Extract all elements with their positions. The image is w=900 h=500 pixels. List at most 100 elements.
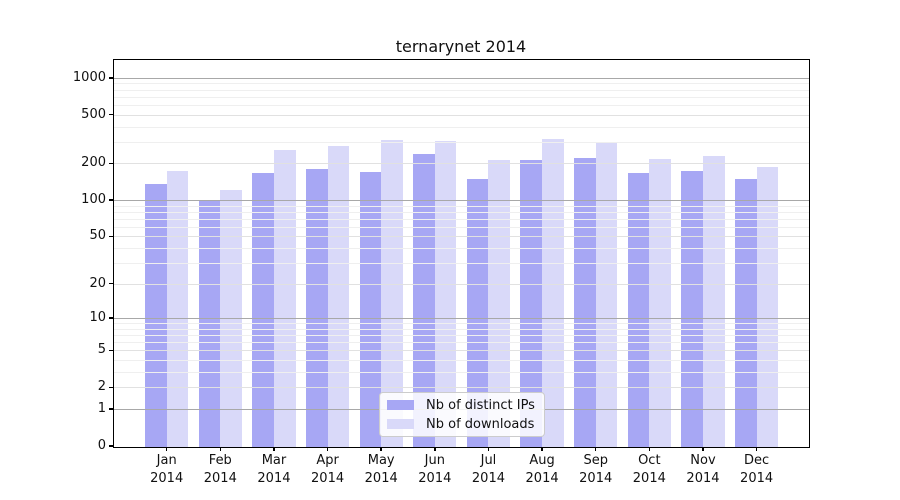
bar-downloads-jun <box>434 141 457 447</box>
bar-distinct-ips-apr <box>305 168 328 447</box>
gridline-3 <box>114 372 809 374</box>
bar-downloads-nov <box>702 156 725 447</box>
bar-distinct-ips-dec <box>734 179 757 447</box>
bar-downloads-mar <box>273 150 296 447</box>
x-tick-year: 2014 <box>364 471 398 486</box>
x-tick-mark-dec <box>755 447 758 451</box>
y-tick-label-500: 500 <box>81 106 106 122</box>
gridline-70 <box>114 218 809 220</box>
gridline-1000 <box>114 77 809 79</box>
legend-item-distinct-ips: Nb of distinct IPs <box>387 398 544 413</box>
bar-downloads-jul <box>488 160 511 447</box>
bar-distinct-ips-nov <box>681 171 703 447</box>
x-tick-year: 2014 <box>311 471 345 486</box>
x-tick-label-jan: Jan 2014 <box>135 452 199 488</box>
y-tick-label-200: 200 <box>81 155 106 171</box>
y-tick-mark-5 <box>109 349 114 352</box>
y-tick-mark-2 <box>109 386 114 389</box>
y-tick-label-5: 5 <box>97 342 106 358</box>
x-tick-month: Oct <box>638 453 661 468</box>
x-tick-year: 2014 <box>418 471 452 486</box>
bar-distinct-ips-sep <box>574 157 596 447</box>
bar-downloads-oct <box>649 159 671 447</box>
gridline-9 <box>114 323 809 325</box>
y-tick-label-1: 1 <box>97 401 106 417</box>
x-tick-year: 2014 <box>203 471 237 486</box>
legend-swatch-downloads <box>387 419 414 429</box>
gridline-600 <box>114 104 809 106</box>
legend: Nb of distinct IPs Nb of downloads <box>379 392 545 437</box>
x-tick-month: Jul <box>480 453 497 468</box>
x-tick-year: 2014 <box>632 471 666 486</box>
y-tick-mark-50 <box>109 235 114 238</box>
legend-swatch-distinct-ips <box>387 400 414 410</box>
x-tick-mark-mar <box>273 447 275 451</box>
chart-title: ternarynet 2014 <box>395 37 527 56</box>
x-tick-mark-jul <box>487 447 490 451</box>
bar-downloads-may <box>381 139 403 447</box>
legend-item-downloads: Nb of downloads <box>387 417 544 432</box>
bar-distinct-ips-mar <box>252 172 274 447</box>
gridline-700 <box>114 96 809 98</box>
gridline-50 <box>114 236 809 238</box>
bar-downloads-jan <box>166 170 189 447</box>
x-tick-year: 2014 <box>257 471 291 486</box>
y-tick-mark-1 <box>109 408 114 410</box>
bar-downloads-apr <box>327 146 350 447</box>
bar-distinct-ips-aug <box>520 160 543 447</box>
x-tick-year: 2014 <box>740 471 774 486</box>
x-tick-month: Dec <box>744 453 770 468</box>
x-tick-label-may: May 2014 <box>349 452 413 488</box>
bar-downloads-aug <box>542 139 564 447</box>
x-tick-year: 2014 <box>525 471 559 486</box>
y-tick-mark-10 <box>109 317 114 319</box>
x-tick-label-jun: Jun 2014 <box>403 452 467 488</box>
bar-distinct-ips-jan <box>145 184 167 447</box>
y-tick-mark-1000 <box>109 77 114 79</box>
legend-label-distinct-ips: Nb of distinct IPs <box>426 397 535 413</box>
x-tick-month: Jun <box>424 453 445 468</box>
x-tick-label-nov: Nov 2014 <box>671 452 735 488</box>
x-tick-mark-sep <box>594 447 597 451</box>
y-tick-mark-20 <box>109 282 114 285</box>
gridline-5 <box>114 350 809 352</box>
x-tick-month: Aug <box>529 453 555 468</box>
y-tick-label-100: 100 <box>81 192 106 207</box>
bar-downloads-dec <box>756 166 779 447</box>
y-tick-mark-500 <box>109 113 114 116</box>
x-tick-label-sep: Sep 2014 <box>564 452 628 488</box>
gridline-4 <box>114 360 809 362</box>
bar-distinct-ips-oct <box>627 172 650 447</box>
x-tick-month: Sep <box>583 453 608 468</box>
gridline-400 <box>114 126 809 128</box>
gridline-40 <box>114 248 809 250</box>
x-tick-label-aug: Aug 2014 <box>510 452 574 488</box>
gridline-10 <box>114 318 809 320</box>
y-tick-label-20: 20 <box>89 275 106 291</box>
gridline-6 <box>114 342 809 344</box>
gridline-2 <box>114 387 809 389</box>
y-tick-label-0: 0 <box>97 438 106 453</box>
x-tick-label-oct: Oct 2014 <box>617 452 681 488</box>
y-tick-label-10: 10 <box>89 310 106 326</box>
x-tick-year: 2014 <box>579 471 613 486</box>
x-tick-year: 2014 <box>686 471 720 486</box>
x-tick-month: Apr <box>316 453 339 468</box>
gridline-100 <box>114 200 809 201</box>
y-tick-label-50: 50 <box>89 228 106 244</box>
gridline-500 <box>114 114 809 116</box>
y-tick-label-1000: 1000 <box>72 69 106 85</box>
y-tick-mark-200 <box>109 162 114 165</box>
gridline-60 <box>114 226 809 228</box>
x-tick-label-feb: Feb 2014 <box>188 452 252 488</box>
x-tick-label-apr: Apr 2014 <box>296 452 360 488</box>
x-tick-mark-oct <box>648 447 651 451</box>
gridline-8 <box>114 328 809 330</box>
x-tick-year: 2014 <box>150 471 184 486</box>
gridline-300 <box>114 141 809 143</box>
x-tick-month: Jan <box>156 453 177 468</box>
x-tick-mark-feb <box>219 447 222 451</box>
gridline-800 <box>114 89 809 91</box>
x-tick-mark-may <box>380 447 382 451</box>
